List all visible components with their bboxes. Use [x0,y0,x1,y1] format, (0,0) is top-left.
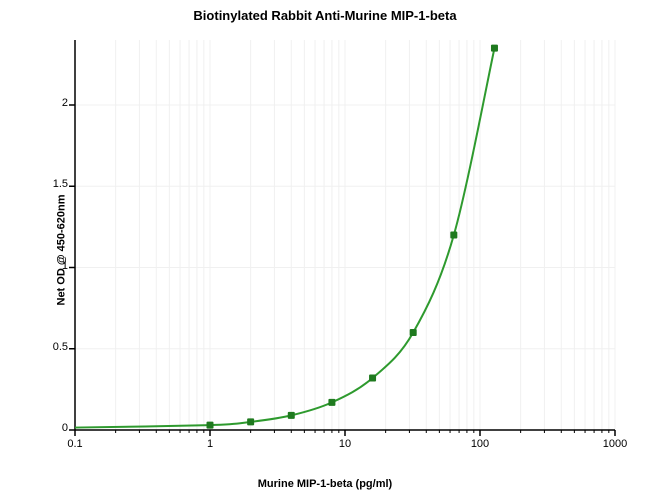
data-marker [247,418,254,425]
y-tick-label: 2 [30,97,68,109]
y-tick-label: 0.5 [30,341,68,353]
data-marker [450,232,457,239]
y-tick-label: 1.5 [30,178,68,190]
x-tick-label: 10 [325,438,365,450]
x-tick-label: 100 [460,438,500,450]
chart-plot-area [0,0,650,500]
data-marker [410,329,417,336]
data-marker [207,422,214,429]
x-tick-label: 1 [190,438,230,450]
data-marker [288,412,295,419]
y-tick-label: 1 [30,260,68,272]
data-marker [328,399,335,406]
x-tick-label: 0.1 [55,438,95,450]
data-marker [491,45,498,52]
data-marker [369,375,376,382]
x-tick-label: 1000 [595,438,635,450]
y-tick-label: 0 [30,422,68,434]
